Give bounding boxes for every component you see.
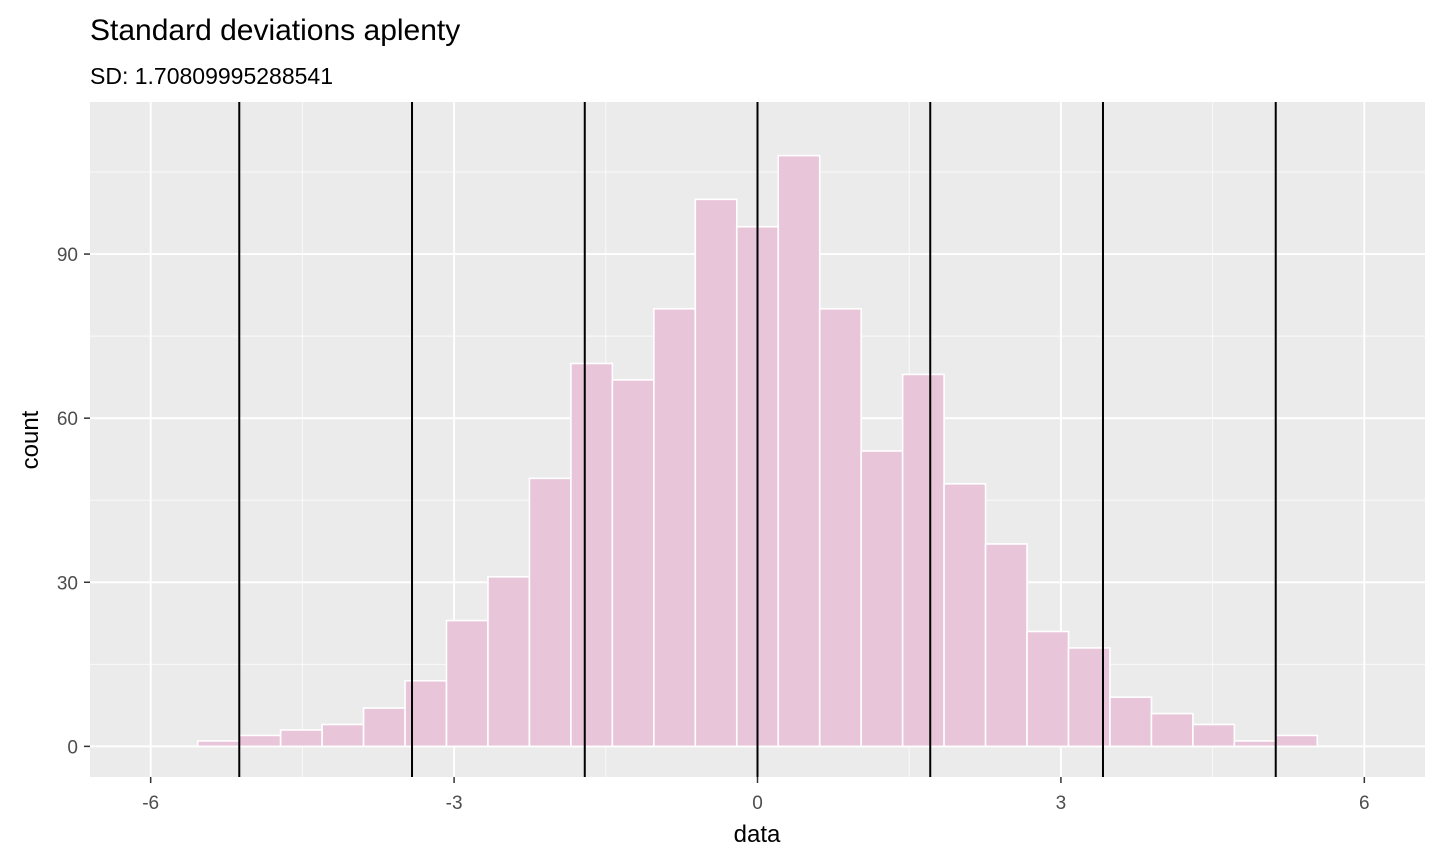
histogram-bar-7: [487, 575, 531, 748]
histogram-bar-6: [445, 619, 489, 748]
y-tick-label-1: 30: [57, 573, 78, 594]
histogram-bar-15: [818, 307, 862, 748]
histogram-bar-1: [238, 734, 282, 748]
histogram-bar-24: [1192, 723, 1236, 748]
histogram-bar-26: [1275, 734, 1319, 748]
histogram-bar-4: [362, 707, 406, 748]
histogram-bar-10: [611, 379, 655, 748]
sd-lines: [238, 102, 1277, 777]
histogram-bar-11: [653, 307, 697, 748]
x-tick-label-3: 3: [1056, 793, 1067, 814]
histogram-bar-17: [901, 373, 945, 748]
chart-subtitle: SD: 1.70809995288541: [90, 63, 333, 89]
y-tick-label-0: 0: [67, 737, 78, 758]
histogram-bar-20: [1026, 630, 1070, 748]
y-tick-label-2: 60: [57, 409, 78, 430]
histogram-bar-23: [1150, 712, 1194, 748]
y-axis-title: count: [17, 410, 44, 469]
histogram-bar-8: [528, 477, 572, 748]
histogram-bar-18: [943, 483, 987, 748]
x-tick-label-4: 6: [1359, 793, 1370, 814]
x-tick-label-2: 0: [752, 793, 763, 814]
histogram-bar-14: [777, 154, 821, 748]
histogram-bar-19: [984, 543, 1028, 748]
histogram-bar-16: [860, 450, 904, 748]
y-tick-label-3: 90: [57, 245, 78, 266]
histogram-bar-3: [321, 723, 365, 748]
histogram-bar-2: [279, 729, 323, 748]
x-tick-label-1: -3: [446, 793, 463, 814]
histogram-bar-22: [1109, 696, 1153, 748]
histogram-bar-0: [196, 740, 240, 748]
x-tick-label-0: -6: [142, 793, 159, 814]
x-axis-title: data: [734, 821, 781, 848]
histogram-bar-12: [694, 198, 738, 748]
chart-title: Standard deviations aplenty: [90, 14, 460, 47]
histogram-bar-9: [570, 362, 614, 748]
histogram-bar-25: [1233, 740, 1277, 748]
